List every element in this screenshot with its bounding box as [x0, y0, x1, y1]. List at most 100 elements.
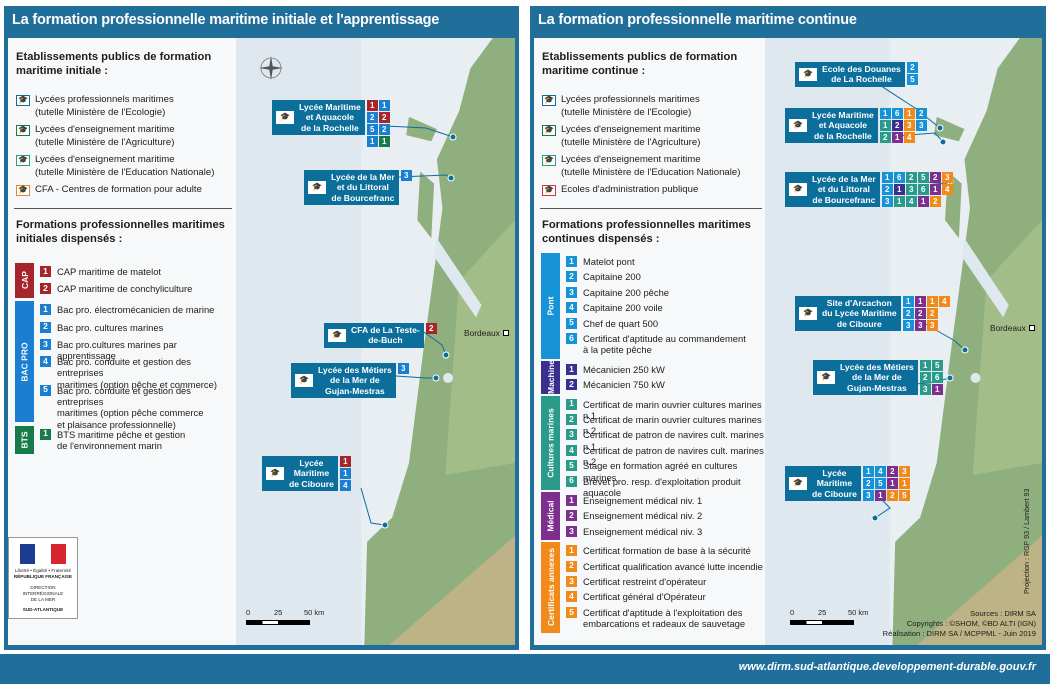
legend-type-text: Lycées professionnels maritimes (tutelle …: [35, 94, 174, 119]
formation-group-label: Pont: [541, 253, 560, 359]
formation-code: 2: [906, 62, 918, 73]
formation-item: 2 Capitaine 200: [566, 271, 641, 283]
formation-code: 1: [917, 196, 929, 207]
formation-text: Capitaine 200 pêche: [583, 287, 669, 298]
map[interactable]: 🎓 Ecole des Douanes de La Rochelle 2 5 🎓 Lycée…: [765, 38, 1042, 645]
formation-number: 4: [566, 445, 577, 456]
formation-number: 5: [40, 384, 51, 396]
formation-number: 3: [566, 287, 577, 298]
formation-text: Mécanicien 250 kW: [583, 364, 665, 375]
legend-type-line: CFA - Centres de formation pour adulte: [35, 184, 202, 195]
formation-text: Brevet pro. resp. d'exploitation produit…: [583, 476, 765, 499]
legend-type: 🎓 Ecoles d'administration publique: [542, 184, 698, 197]
credit-line: Sources : DIRM SA: [970, 609, 1036, 618]
training-site[interactable]: 🎓 Lycée de la Mer et du Littoral de Bourcef…: [304, 170, 412, 206]
formation-item: 4 Certificat de patron de navires cult. m…: [566, 445, 765, 468]
formation-number: 1: [566, 398, 577, 410]
continuing-training-panel: La formation professionnelle maritime co…: [530, 6, 1046, 650]
formation-code: 2: [929, 172, 941, 183]
site-name-line: Lycée des Métiers: [840, 362, 914, 372]
formation-code: 3: [919, 384, 931, 395]
training-site[interactable]: 🎓 Lycée de la Mer et du Littoral de Bourcef…: [785, 172, 953, 208]
formations-heading: Formations professionnelles maritimes ini…: [16, 218, 225, 246]
formation-code: 1: [929, 184, 941, 195]
formation-code: 3: [941, 172, 953, 183]
training-site[interactable]: 🎓 Lycée Maritime de Ciboure 1 1 4: [262, 456, 351, 492]
graduation-cap-icon: 🎓: [16, 155, 30, 166]
formation-code: 3: [905, 184, 917, 195]
formation-line: Capitaine 200: [583, 271, 641, 283]
formation-line: à la petite pêche: [583, 344, 652, 356]
formation-group-label: BTS: [15, 425, 34, 455]
formation-code-grid: 3: [397, 363, 409, 374]
footer-url[interactable]: www.dirm.sud-atlantique.developpement-du…: [738, 661, 1036, 673]
site-name: Lycée de la Mer et du Littoral de Bourcefr…: [331, 172, 395, 203]
training-site[interactable]: 🎓 CFA de La Teste-de-Buch 2: [324, 323, 437, 348]
scale-label: 0: [246, 608, 251, 617]
site-name-line: Lycée des Métiers: [318, 365, 392, 375]
formation-text: Enseignement médical niv. 2: [583, 510, 702, 521]
site-location-dot: [936, 124, 944, 132]
training-site[interactable]: 🎓 Site d'Arcachon du Lycée Maritime de Cibo…: [795, 296, 950, 332]
map[interactable]: 🎓 Lycée Maritime et Aquacole de la Rochelle…: [236, 38, 515, 645]
scale-label: 25: [274, 608, 283, 617]
formation-code-grid: 2: [425, 323, 437, 334]
formation-text: Bac pro.cultures marines par apprentissa…: [57, 339, 236, 362]
logo-direction: SUD-ATLANTIQUE: [22, 607, 64, 612]
formation-text: Chef de quart 500: [583, 318, 658, 329]
panel-inner: Etablissements publics de formation marit…: [534, 38, 1042, 645]
site-location-dot: [381, 521, 389, 529]
site-name-line: de la Mer de: [330, 375, 380, 386]
formation-number: 2: [566, 271, 577, 283]
formation-group-label: Machine: [541, 360, 560, 394]
legend-type: 🎓 Lycées d'enseignement maritime (tutelle …: [542, 124, 701, 149]
formation-line: embarcations et radeaux de sauvetage: [583, 618, 746, 630]
formation-line: Certificat formation de base à la sécuri…: [583, 545, 751, 557]
formation-code: 1: [893, 196, 905, 207]
training-site[interactable]: 🎓 Lycée Maritime et Aquacole de la Rochelle…: [785, 108, 927, 144]
formation-item: 1 Certificat formation de base à la sécur…: [566, 545, 751, 557]
site-name-line: Gujan-Mestras: [847, 382, 907, 393]
formation-code: 3: [903, 120, 915, 131]
compass-rose-icon: [259, 56, 283, 80]
formation-number: 2: [566, 379, 577, 391]
land: [892, 38, 1042, 645]
formation-text: Bac pro. cultures marines: [57, 322, 163, 333]
training-site[interactable]: 🎓 Lycée Maritime de Ciboure 1 4 2 3 2 5 1 1 3 1 2 5: [785, 466, 910, 502]
formation-text: Capitaine 200: [583, 271, 641, 282]
graduation-cap-icon: 🎓: [542, 155, 556, 166]
formation-text: Stage en formation agréé en cultures mar…: [583, 460, 765, 483]
formation-item: 3 Certificat de patron de navires cult. m…: [566, 429, 765, 452]
legend-type-line: Lycées professionnels maritimes: [561, 94, 700, 105]
formation-code-grid: 3: [400, 170, 412, 181]
legend-heading-line: Etablissements publics de formation: [16, 51, 212, 63]
formation-item: 6 Brevet pro. resp. d'exploitation produi…: [566, 475, 765, 499]
formation-text: Enseignement médical niv. 3: [583, 526, 702, 537]
scale-label: 50 km: [848, 608, 869, 617]
arcachon-basin: [970, 372, 981, 383]
formation-item: 1 Matelot pont: [566, 256, 635, 267]
site-name-line: Gujan-Mestras: [325, 385, 385, 396]
formation-code: 3: [902, 320, 914, 331]
formation-code: 5: [906, 74, 918, 85]
formation-group-label: Certificats annexes: [541, 542, 560, 633]
formation-item: 1 Bac pro. électromécanicien de marine: [40, 304, 214, 316]
formation-item: 5 Certificat d'aptitude à l'exploitation …: [566, 607, 745, 630]
formation-text: CAP maritime de conchyliculture: [57, 283, 192, 294]
site-name-line: de Bourcefranc: [812, 194, 876, 205]
formation-number: 1: [40, 428, 51, 440]
training-site[interactable]: 🎓 Ecole des Douanes de La Rochelle 2 5: [795, 62, 918, 87]
scale-label: 0: [790, 608, 795, 617]
training-site[interactable]: 🎓 Lycée Maritime et Aquacole de la Rochelle…: [272, 100, 390, 147]
training-site[interactable]: 🎓 Lycée des Métiers de la Mer de Gujan-Mest…: [291, 363, 409, 399]
city-label-bordeaux: Bordeaux: [464, 328, 509, 338]
site-name-line: Site d'Arcachon: [826, 298, 892, 308]
site-name-line: de la Mer de: [852, 372, 902, 383]
ile-de-re: [406, 116, 437, 142]
formations-heading-line: Formations professionnelles maritimes: [16, 219, 225, 231]
formation-code: 4: [905, 196, 917, 207]
formation-code: 1: [914, 296, 926, 307]
training-site[interactable]: 🎓 Lycée des Métiers de la Mer de Gujan-Mest…: [813, 360, 943, 396]
formation-code: 1: [366, 100, 378, 111]
legend-type-line: Lycées professionnels maritimes: [35, 94, 174, 105]
